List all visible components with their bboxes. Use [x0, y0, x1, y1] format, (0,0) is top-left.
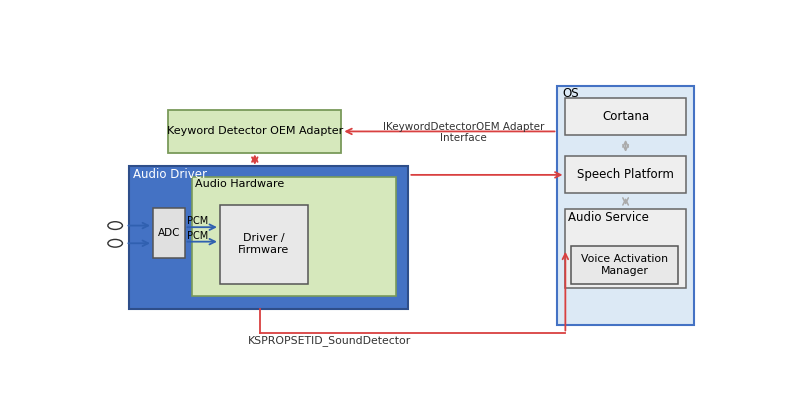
- Text: KSPROPSETID_SoundDetector: KSPROPSETID_SoundDetector: [248, 335, 411, 346]
- FancyBboxPatch shape: [168, 110, 341, 153]
- FancyBboxPatch shape: [129, 166, 408, 309]
- FancyBboxPatch shape: [153, 208, 184, 258]
- FancyBboxPatch shape: [571, 247, 678, 283]
- FancyBboxPatch shape: [565, 99, 686, 135]
- Text: PCM: PCM: [187, 231, 208, 241]
- Text: Audio Service: Audio Service: [568, 211, 649, 224]
- Text: IKeywordDetectorOEM Adapter
Interface: IKeywordDetectorOEM Adapter Interface: [383, 122, 544, 143]
- Text: Cortana: Cortana: [602, 110, 649, 123]
- Text: ADC: ADC: [158, 228, 180, 238]
- Text: Driver /
Firmware: Driver / Firmware: [239, 233, 290, 255]
- Text: Voice Activation
Manager: Voice Activation Manager: [581, 254, 668, 276]
- Text: Audio Driver: Audio Driver: [133, 168, 207, 181]
- FancyBboxPatch shape: [220, 205, 308, 283]
- FancyBboxPatch shape: [565, 156, 686, 194]
- FancyBboxPatch shape: [557, 86, 694, 325]
- FancyBboxPatch shape: [565, 209, 686, 288]
- Text: Keyword Detector OEM Adapter: Keyword Detector OEM Adapter: [166, 126, 343, 136]
- FancyBboxPatch shape: [192, 177, 396, 296]
- Text: Speech Platform: Speech Platform: [577, 168, 674, 181]
- Text: Audio Hardware: Audio Hardware: [195, 179, 285, 189]
- Text: PCM: PCM: [187, 216, 208, 226]
- Text: OS: OS: [562, 87, 579, 100]
